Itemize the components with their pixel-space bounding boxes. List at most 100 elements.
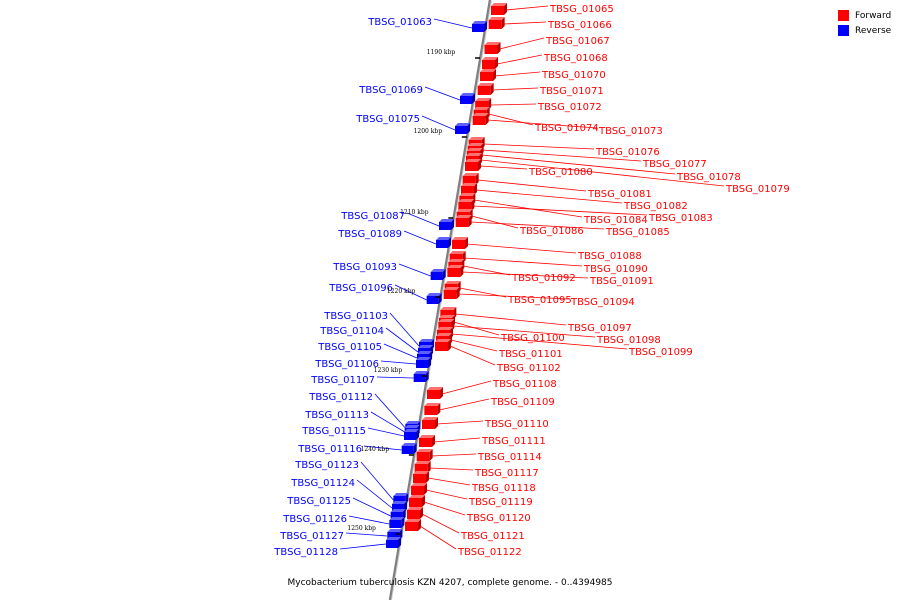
- forward-gene-TBSG_01117[interactable]: [414, 461, 431, 473]
- gene-label-reverse[interactable]: TBSG_01128: [273, 547, 338, 558]
- gene-label-reverse[interactable]: TBSG_01116: [297, 444, 362, 455]
- gene-label-forward[interactable]: TBSG_01109: [490, 397, 555, 408]
- forward-gene-TBSG_01088[interactable]: [452, 237, 468, 249]
- reverse-gene-TBSG_01093[interactable]: [430, 269, 446, 280]
- gene-label-reverse[interactable]: TBSG_01089: [337, 229, 402, 240]
- gene-label-reverse[interactable]: TBSG_01103: [323, 311, 388, 322]
- reverse-gene-TBSG_01126[interactable]: [389, 517, 405, 528]
- gene-label-forward[interactable]: TBSG_01079: [725, 184, 790, 195]
- gene-label-forward[interactable]: TBSG_01094: [570, 297, 635, 308]
- gene-label-forward[interactable]: TBSG_01097: [567, 323, 632, 334]
- gene-label-reverse[interactable]: TBSG_01104: [319, 326, 384, 337]
- forward-gene-TBSG_01091[interactable]: [447, 265, 464, 277]
- forward-gene-TBSG_01114[interactable]: [416, 449, 433, 461]
- gene-label-forward[interactable]: TBSG_01121: [460, 531, 525, 542]
- gene-label-reverse[interactable]: TBSG_01093: [332, 262, 397, 273]
- gene-label-forward[interactable]: TBSG_01098: [596, 335, 661, 346]
- gene-label-reverse[interactable]: TBSG_01124: [290, 478, 355, 489]
- gene-label-reverse[interactable]: TBSG_01127: [279, 531, 344, 542]
- forward-gene-TBSG_01067[interactable]: [484, 42, 501, 54]
- forward-gene-TBSG_01082[interactable]: [461, 183, 477, 195]
- gene-label-forward[interactable]: TBSG_01073: [598, 126, 663, 137]
- forward-gene-TBSG_01118[interactable]: [413, 471, 429, 483]
- gene-label-reverse[interactable]: TBSG_01106: [314, 359, 379, 370]
- gene-label-forward[interactable]: TBSG_01122: [457, 547, 522, 558]
- gene-label-reverse[interactable]: TBSG_01063: [367, 17, 432, 28]
- forward-gene-TBSG_01109[interactable]: [424, 403, 441, 415]
- gene-label-forward[interactable]: TBSG_01117: [474, 468, 539, 479]
- gene-label-forward[interactable]: TBSG_01074: [534, 123, 599, 134]
- gene-label-forward[interactable]: TBSG_01086: [519, 226, 584, 237]
- gene-label-forward[interactable]: TBSG_01111: [481, 436, 546, 447]
- gene-label-reverse[interactable]: TBSG_01096: [328, 283, 393, 294]
- reverse-gene-TBSG_01115[interactable]: [404, 429, 419, 440]
- forward-gene-TBSG_01071[interactable]: [477, 83, 494, 95]
- gene-label-forward[interactable]: TBSG_01092: [511, 273, 576, 284]
- gene-label-reverse[interactable]: TBSG_01112: [308, 392, 373, 403]
- forward-gene-TBSG_01068[interactable]: [482, 57, 498, 69]
- reverse-gene-TBSG_01087[interactable]: [439, 219, 454, 230]
- forward-gene-TBSG_01110[interactable]: [422, 417, 438, 429]
- gene-label-forward[interactable]: TBSG_01090: [583, 264, 648, 275]
- gene-label-reverse[interactable]: TBSG_01105: [317, 342, 382, 353]
- forward-gene-TBSG_01108[interactable]: [427, 387, 443, 399]
- gene-label-reverse[interactable]: TBSG_01123: [294, 460, 359, 471]
- gene-label-forward[interactable]: TBSG_01120: [466, 513, 531, 524]
- reverse-gene-TBSG_01069[interactable]: [460, 93, 475, 104]
- gene-label-forward[interactable]: TBSG_01102: [496, 363, 561, 374]
- reverse-gene-TBSG_01107[interactable]: [413, 371, 429, 382]
- gene-label-forward[interactable]: TBSG_01084: [583, 215, 648, 226]
- gene-label-reverse[interactable]: TBSG_01126: [282, 514, 347, 525]
- forward-gene-TBSG_01065[interactable]: [491, 3, 507, 15]
- reverse-gene-TBSG_01096[interactable]: [426, 293, 442, 304]
- forward-gene-TBSG_01121[interactable]: [407, 507, 423, 519]
- gene-label-forward[interactable]: TBSG_01072: [537, 102, 602, 113]
- gene-label-reverse[interactable]: TBSG_01069: [358, 85, 423, 96]
- gene-label-forward[interactable]: TBSG_01114: [477, 452, 542, 463]
- reverse-gene-TBSG_01116[interactable]: [401, 443, 417, 454]
- forward-gene-TBSG_01120[interactable]: [409, 495, 425, 507]
- gene-label-forward[interactable]: TBSG_01088: [577, 251, 642, 262]
- forward-gene-TBSG_01081[interactable]: [462, 173, 479, 185]
- gene-label-forward[interactable]: TBSG_01080: [528, 167, 593, 178]
- gene-label-forward[interactable]: TBSG_01095: [507, 295, 572, 306]
- forward-gene-TBSG_01083[interactable]: [458, 199, 475, 211]
- gene-label-forward[interactable]: TBSG_01110: [484, 419, 549, 430]
- forward-gene-TBSG_01102[interactable]: [435, 339, 451, 351]
- gene-label-forward[interactable]: TBSG_01100: [500, 333, 565, 344]
- gene-label-forward[interactable]: TBSG_01065: [549, 4, 614, 15]
- reverse-gene-TBSG_01089[interactable]: [436, 237, 451, 248]
- gene-label-forward[interactable]: TBSG_01070: [541, 70, 606, 81]
- gene-label-reverse[interactable]: TBSG_01087: [340, 211, 405, 222]
- gene-label-reverse[interactable]: TBSG_01075: [355, 114, 420, 125]
- gene-label-forward[interactable]: TBSG_01071: [539, 86, 604, 97]
- gene-label-forward[interactable]: TBSG_01066: [547, 20, 612, 31]
- gene-label-forward[interactable]: TBSG_01081: [587, 189, 652, 200]
- reverse-gene-TBSG_01063[interactable]: [472, 21, 487, 32]
- forward-gene-TBSG_01066[interactable]: [488, 17, 505, 29]
- gene-label-reverse[interactable]: TBSG_01125: [286, 496, 351, 507]
- forward-gene-TBSG_01111[interactable]: [419, 435, 435, 447]
- gene-label-forward[interactable]: TBSG_01077: [642, 159, 707, 170]
- gene-label-forward[interactable]: TBSG_01085: [605, 227, 670, 238]
- reverse-gene-TBSG_01128[interactable]: [386, 537, 401, 548]
- forward-gene-TBSG_01070[interactable]: [480, 69, 496, 81]
- gene-label-reverse[interactable]: TBSG_01115: [301, 426, 366, 437]
- forward-gene-TBSG_01073[interactable]: [472, 113, 489, 125]
- forward-gene-TBSG_01094[interactable]: [443, 287, 460, 299]
- forward-gene-TBSG_01122[interactable]: [405, 519, 421, 531]
- gene-label-reverse[interactable]: TBSG_01113: [304, 410, 369, 421]
- gene-label-forward[interactable]: TBSG_01099: [628, 347, 693, 358]
- gene-label-reverse[interactable]: TBSG_01107: [310, 375, 375, 386]
- gene-label-forward[interactable]: TBSG_01076: [595, 147, 660, 158]
- reverse-gene-TBSG_01106[interactable]: [416, 357, 431, 368]
- forward-gene-TBSG_01085[interactable]: [455, 215, 472, 227]
- forward-gene-TBSG_01080[interactable]: [465, 159, 481, 171]
- reverse-gene-TBSG_01075[interactable]: [455, 123, 470, 134]
- gene-label-forward[interactable]: TBSG_01119: [468, 497, 533, 508]
- gene-label-forward[interactable]: TBSG_01108: [492, 379, 557, 390]
- gene-label-forward[interactable]: TBSG_01068: [543, 53, 608, 64]
- gene-label-forward[interactable]: TBSG_01078: [676, 172, 741, 183]
- forward-gene-TBSG_01119[interactable]: [411, 483, 427, 495]
- gene-label-forward[interactable]: TBSG_01082: [623, 201, 688, 212]
